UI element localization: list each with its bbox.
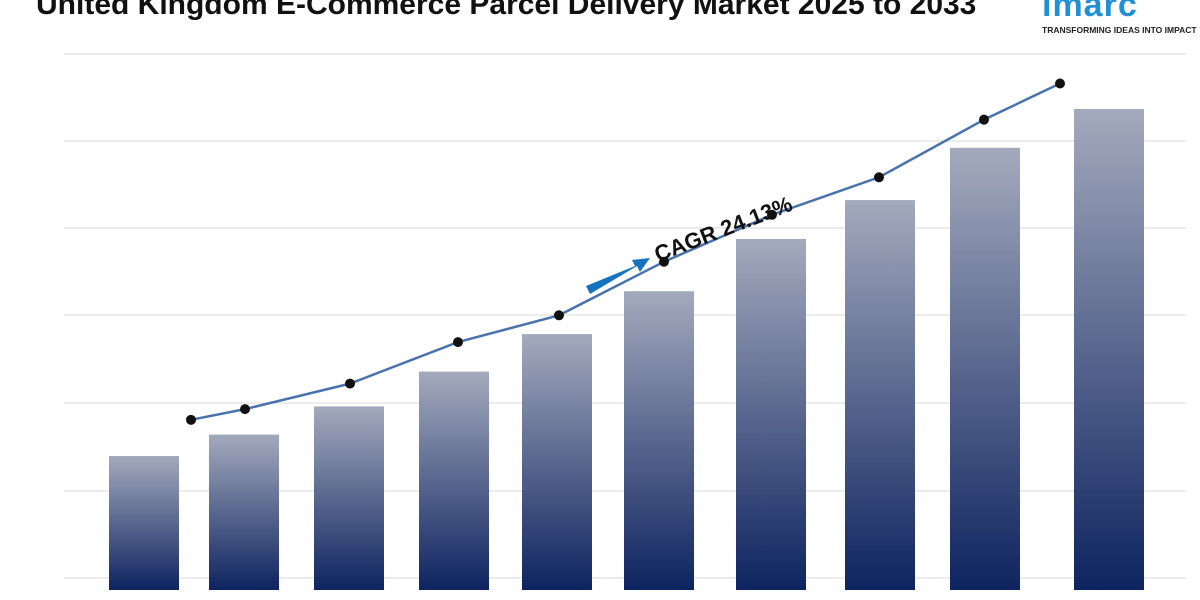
trend-point [1055, 78, 1065, 89]
trend-point [240, 404, 250, 415]
bar [314, 406, 384, 590]
imarc-logo: imarc TRANSFORMING IDEAS INTO IMPACT [1040, 0, 1200, 40]
bar [419, 371, 489, 590]
bar [522, 334, 592, 590]
trend-point [979, 114, 989, 125]
bar [736, 238, 806, 591]
trend-line [190, 82, 1061, 422]
bar [1074, 108, 1144, 590]
chart-title: United Kingdom E-Commerce Parcel Deliver… [36, 0, 977, 21]
trend-point [874, 172, 884, 183]
trend-point [345, 378, 355, 389]
trend-line-group [186, 78, 1065, 425]
trend-point [767, 209, 777, 220]
bar [109, 456, 179, 590]
bars [109, 108, 1144, 591]
bar [209, 434, 279, 590]
bar [624, 291, 694, 590]
logo-tagline: TRANSFORMING IDEAS INTO IMPACT [1042, 25, 1197, 35]
cagr-arrow-icon [586, 258, 650, 294]
trend-point [659, 256, 669, 267]
bar [845, 200, 915, 590]
logo-wordmark: imarc [1042, 0, 1138, 24]
trend-point [453, 337, 463, 348]
trend-point [554, 310, 564, 321]
bar [950, 147, 1020, 591]
trend-point [186, 414, 196, 425]
